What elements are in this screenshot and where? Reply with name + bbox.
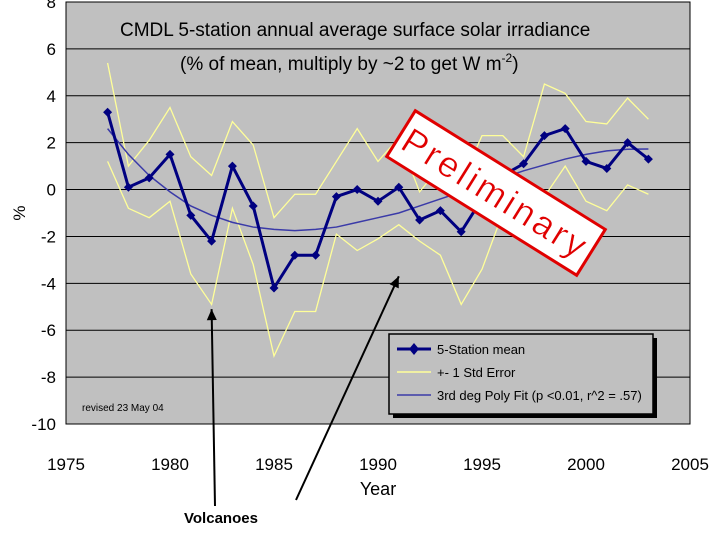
mean-point: [248, 201, 258, 211]
legend-box: [388, 333, 654, 415]
y-tick-label: -10: [31, 415, 56, 434]
mean-point: [560, 124, 570, 134]
mean-point: [269, 283, 279, 293]
y-tick-label: -2: [41, 227, 56, 246]
mean-point: [207, 236, 217, 246]
x-tick-label: 1995: [463, 455, 501, 474]
mean-point: [643, 154, 653, 164]
volcano-arrow-shaft: [295, 275, 400, 501]
volcano-arrow-shaft: [210, 309, 216, 507]
x-tick-label: 1985: [255, 455, 293, 474]
mean-point: [435, 206, 445, 216]
x-tick-label: 1990: [359, 455, 397, 474]
std-error-band: [106, 62, 649, 359]
mean-point: [311, 250, 321, 260]
legend: 5-Station mean +- 1 Std Error 3rd deg Po…: [388, 333, 657, 418]
legend-mean-marker: [409, 343, 419, 355]
y-axis-label: %: [10, 205, 29, 220]
mean-point: [144, 173, 154, 183]
y-tick-label: 4: [47, 87, 56, 106]
volcano-arrow-head: [389, 276, 399, 289]
x-tick-label: 1980: [151, 455, 189, 474]
y-tick-label: 6: [47, 40, 56, 59]
legend-fit-label: 3rd deg Poly Fit (p <0.01, r^2 = .57): [437, 388, 642, 403]
x-axis-label: Year: [360, 479, 396, 499]
y-tick-label: 8: [47, 0, 56, 12]
poly-fit-line: [107, 128, 649, 232]
mean-point: [456, 227, 466, 237]
legend-stderr-label: +- 1 Std Error: [437, 365, 516, 380]
mean-point: [165, 149, 175, 159]
mean-point: [186, 210, 196, 220]
volcano-arrows: [206, 275, 400, 507]
lower-std-error-line: [107, 161, 649, 359]
y-tick-labels: -10 -8 -6 -4 -2 0 2 4 6 8: [31, 0, 56, 434]
chart-title: CMDL 5-station annual average surface so…: [120, 20, 590, 41]
y-tick-label: -6: [41, 321, 56, 340]
y-tick-label: 0: [47, 181, 56, 200]
mean-point: [519, 159, 529, 169]
upper-std-error-line: [106, 62, 649, 220]
x-tick-label: 2005: [671, 455, 709, 474]
mean-point: [539, 131, 549, 141]
chart-subtitle: (% of mean, multiply by ~2 to get W m-2): [180, 51, 519, 75]
x-tick-labels: 1975 1980 1985 1990 1995 2000 2005: [47, 455, 709, 474]
volcano-arrow-head: [206, 309, 217, 321]
mean-point: [123, 182, 133, 192]
y-tick-label: 2: [47, 134, 56, 153]
revised-note: revised 23 May 04: [82, 403, 164, 414]
stamp-box: [384, 108, 608, 278]
volcanoes-label: Volcanoes: [184, 510, 258, 527]
legend-mean-label: 5-Station mean: [437, 342, 525, 357]
plot-frame: [65, 1, 691, 425]
poly-fit-series: [107, 128, 649, 232]
y-tick-label: -8: [41, 368, 56, 387]
mean-point: [415, 215, 425, 225]
x-tick-label: 1975: [47, 455, 85, 474]
mean-point: [331, 192, 341, 202]
x-tick-label: 2000: [567, 455, 605, 474]
mean-point: [103, 107, 113, 117]
mean-point: [394, 182, 404, 192]
mean-point: [581, 156, 591, 166]
mean-point: [290, 250, 300, 260]
mean-point: [227, 161, 237, 171]
mean-point: [602, 163, 612, 173]
mean-point: [623, 138, 633, 148]
mean-point: [352, 185, 362, 195]
y-tick-label: -4: [41, 274, 56, 293]
mean-point: [373, 196, 383, 206]
